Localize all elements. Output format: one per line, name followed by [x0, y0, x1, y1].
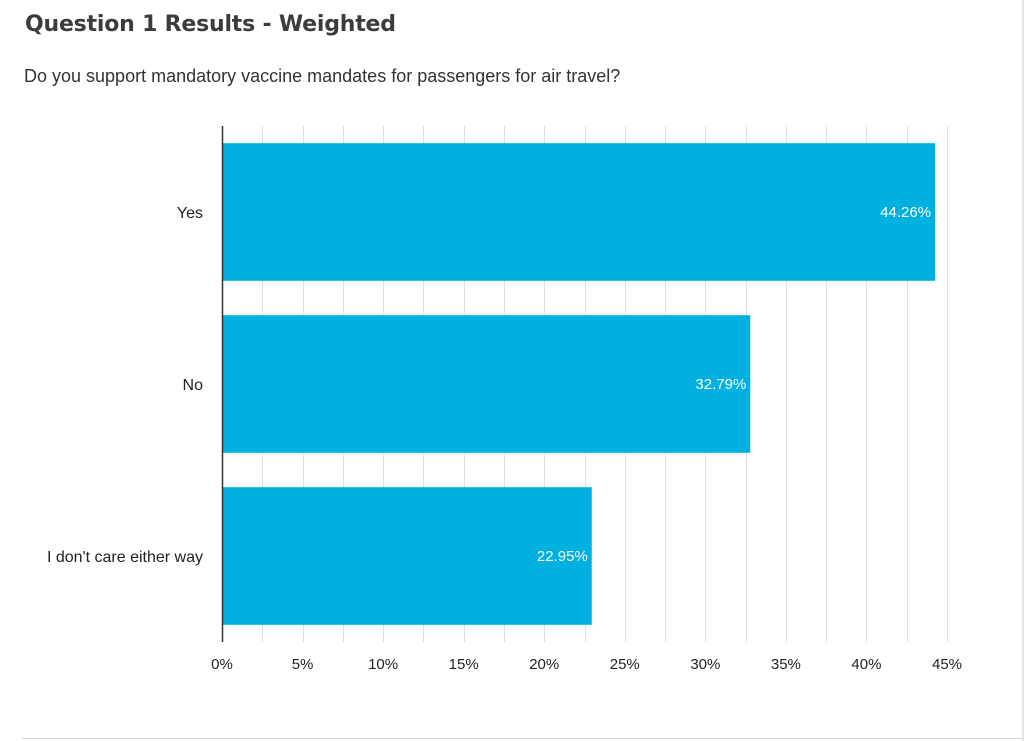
- x-tick-label: 20%: [529, 656, 559, 673]
- category-label: No: [183, 377, 204, 394]
- bottom-divider: [22, 738, 1022, 739]
- x-tick-label: 10%: [368, 656, 398, 673]
- chart-subtitle: Do you support mandatory vaccine mandate…: [24, 66, 621, 86]
- category-label: Yes: [177, 205, 203, 222]
- bar-value-label: 22.95%: [537, 548, 588, 565]
- bar-2: [222, 487, 592, 625]
- bar-value-label: 44.26%: [880, 204, 931, 221]
- labels: 44.26% Yes 32.79% No 22.95% I don't care eith…: [47, 204, 962, 673]
- x-tick-label: 40%: [851, 656, 881, 673]
- x-tick-label: 0%: [211, 656, 233, 673]
- x-tick-label: 30%: [690, 656, 720, 673]
- x-tick-label: 35%: [771, 656, 801, 673]
- x-tick-label: 5%: [292, 656, 314, 673]
- x-tick-label: 15%: [449, 656, 479, 673]
- right-border: [1022, 0, 1024, 741]
- category-label: I don't care either way: [47, 549, 203, 566]
- bars: [222, 143, 936, 625]
- bar-1: [222, 315, 751, 453]
- x-tick-label: 25%: [610, 656, 640, 673]
- x-tick-label: 45%: [932, 656, 962, 673]
- chart-title: Question 1 Results - Weighted: [25, 12, 396, 37]
- bar-value-label: 32.79%: [695, 376, 746, 393]
- bar-0: [222, 143, 936, 281]
